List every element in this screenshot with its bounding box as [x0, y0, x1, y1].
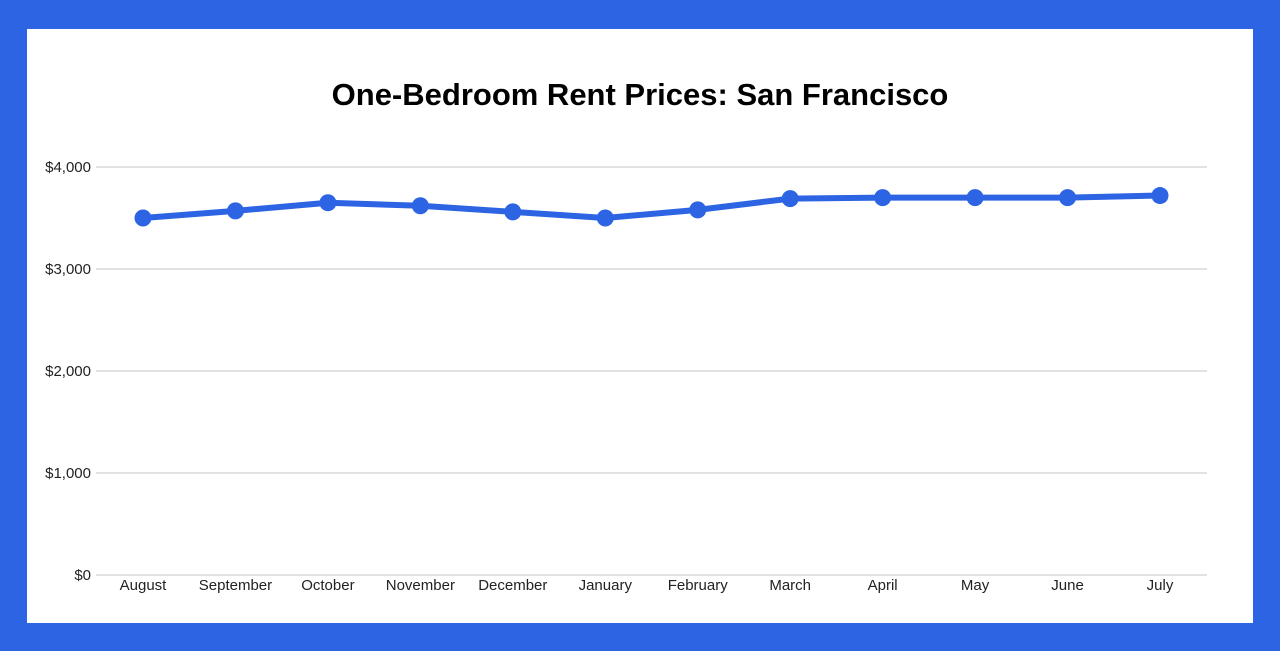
x-tick-label: May: [961, 577, 990, 594]
data-point: [226, 202, 244, 220]
x-tick-label: January: [579, 577, 633, 594]
data-point: [1151, 187, 1169, 205]
data-point: [504, 203, 522, 221]
data-point: [1059, 189, 1077, 207]
x-tick-label: July: [1147, 577, 1174, 594]
x-tick-label: September: [199, 577, 272, 594]
x-tick-label: October: [301, 577, 354, 594]
y-tick-label: $2,000: [45, 363, 91, 380]
data-point: [689, 201, 707, 219]
x-tick-label: June: [1051, 577, 1084, 594]
y-tick-label: $3,000: [45, 261, 91, 278]
x-tick-label: November: [386, 577, 455, 594]
chart-title: One-Bedroom Rent Prices: San Francisco: [331, 77, 949, 112]
data-point: [781, 190, 799, 208]
x-tick-label: March: [769, 577, 811, 594]
series-layer: [134, 187, 1169, 227]
data-point: [966, 189, 984, 207]
gridlines: [96, 166, 1207, 576]
x-axis-tick-labels: August September October November December Ja…: [120, 577, 1174, 594]
series-line: [140, 192, 1163, 221]
chart-panel: [27, 29, 1253, 623]
y-axis-tick-labels: $0 $1,000 $2,000 $3,000 $4,000: [45, 159, 91, 584]
data-point: [596, 209, 614, 227]
data-point: [134, 209, 152, 227]
x-tick-label: April: [868, 577, 898, 594]
y-tick-label: $1,000: [45, 465, 91, 482]
x-tick-label: February: [668, 577, 729, 594]
data-point: [319, 194, 337, 212]
x-tick-label: August: [120, 577, 168, 594]
x-tick-label: December: [478, 577, 547, 594]
data-point: [411, 197, 429, 215]
y-tick-label: $0: [74, 567, 91, 584]
data-point: [874, 189, 892, 207]
y-tick-label: $4,000: [45, 159, 91, 176]
